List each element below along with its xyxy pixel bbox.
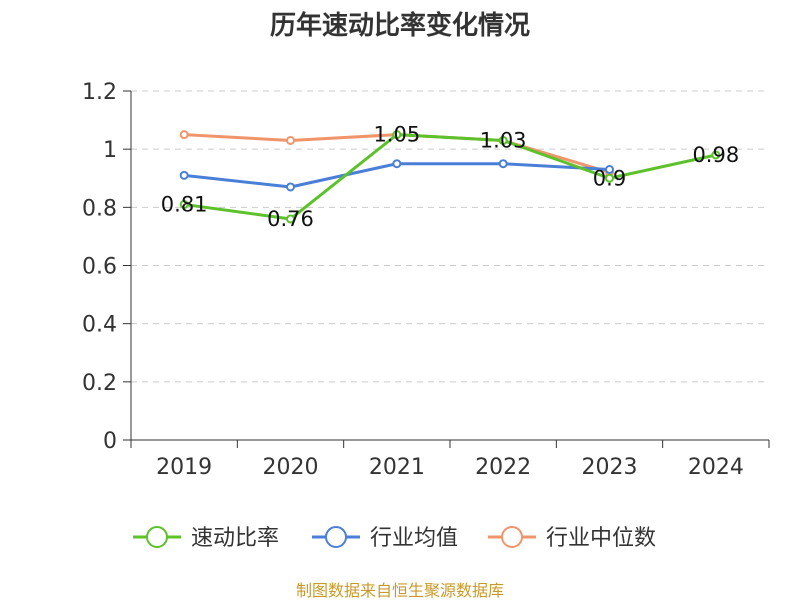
data-point[interactable] <box>179 130 189 140</box>
legend-item-2[interactable]: 行业中位数 <box>488 526 656 551</box>
data-point[interactable] <box>392 130 402 140</box>
data-labels: 0.81 0.76 1.05 1.03 0.9 0.98 <box>161 123 739 231</box>
data-label: 0.98 <box>692 143 739 167</box>
chart-title: 历年速动比率变化情况 <box>270 10 530 41</box>
data-label: 1.03 <box>480 128 527 152</box>
series-line-0 <box>183 133 717 221</box>
data-point[interactable] <box>179 170 189 180</box>
y-tick-label: 1 <box>103 138 117 163</box>
series-group <box>179 130 721 224</box>
source-note: 制图数据来自恒生聚源数据库 <box>296 581 504 600</box>
y-tick-label: 1.2 <box>82 80 117 105</box>
legend-marker-icon <box>146 526 168 548</box>
data-point[interactable] <box>605 165 614 175</box>
data-point[interactable] <box>286 135 295 145</box>
x-tick-label: 2024 <box>688 455 744 480</box>
data-point[interactable] <box>392 159 402 169</box>
y-tick-label: 0.4 <box>82 313 117 338</box>
legend-label: 行业均值 <box>370 526 458 551</box>
legend-marker-icon <box>501 526 523 548</box>
x-tick-label: 2021 <box>369 455 425 480</box>
data-label: 0.76 <box>267 207 314 231</box>
legend-marker-icon <box>325 526 347 548</box>
data-point[interactable] <box>286 214 295 224</box>
y-tick-label: 0.2 <box>82 371 117 396</box>
x-tick-label: 2023 <box>582 455 638 480</box>
x-tick-label: 2020 <box>263 455 319 480</box>
legend-item-1[interactable]: 行业均值 <box>312 526 458 551</box>
legend-label: 速动比率 <box>191 526 279 551</box>
y-tick-label: 0 <box>103 429 117 454</box>
data-label: 1.05 <box>373 123 420 147</box>
y-tick-label: 0.6 <box>82 255 117 280</box>
legend[interactable]: 速动比率 行业均值 行业中位数 <box>133 526 656 551</box>
grid <box>131 90 769 383</box>
data-label: 0.9 <box>593 166 626 190</box>
data-point[interactable] <box>498 135 508 145</box>
x-tick-label: 2019 <box>156 455 212 480</box>
data-point[interactable] <box>286 182 295 192</box>
x-tick-label: 2022 <box>475 455 531 480</box>
data-point[interactable] <box>179 199 189 209</box>
data-point[interactable] <box>605 173 614 183</box>
legend-item-0[interactable]: 速动比率 <box>133 526 279 551</box>
data-point[interactable] <box>498 159 508 169</box>
legend-label: 行业中位数 <box>546 526 656 551</box>
data-point[interactable] <box>711 150 721 160</box>
y-tick-label: 0.8 <box>82 196 117 221</box>
data-label: 0.81 <box>161 192 208 216</box>
